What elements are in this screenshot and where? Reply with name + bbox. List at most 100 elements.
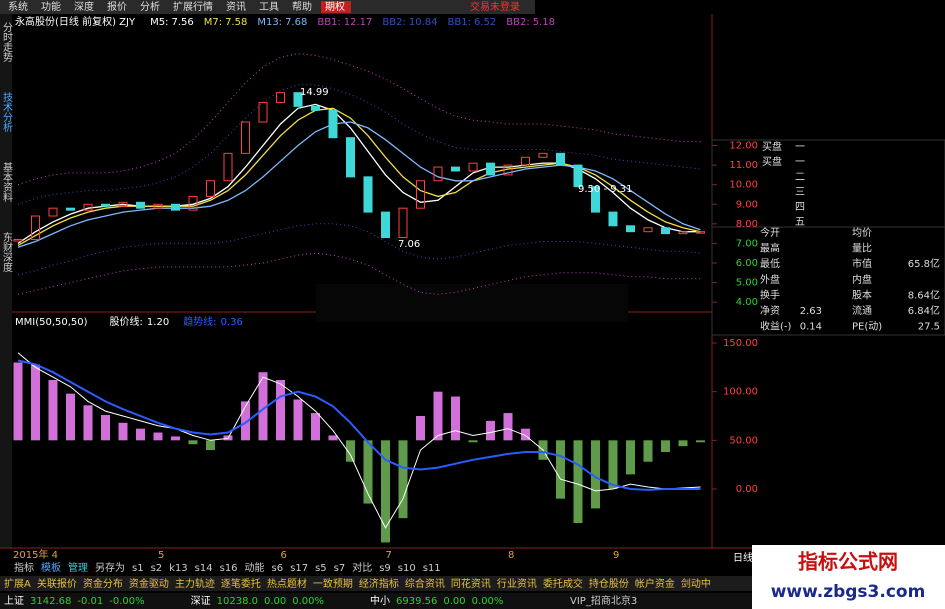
quote-label: 外盘 xyxy=(760,273,780,286)
menu-item[interactable]: 深度 xyxy=(74,0,94,13)
link[interactable]: 热点题材 xyxy=(267,577,307,590)
candle xyxy=(573,164,583,188)
histogram-bar xyxy=(66,393,75,441)
toolbar-tab[interactable]: s5 xyxy=(315,563,327,574)
link[interactable]: 资金驱动 xyxy=(129,577,169,590)
link[interactable]: 同花资讯 xyxy=(451,577,491,590)
side-tab[interactable]: 基本资料 xyxy=(1,161,13,203)
y-tick-label: 50.00 xyxy=(729,435,758,446)
candle xyxy=(451,166,460,172)
status-name: 中小 xyxy=(370,594,390,607)
toolbar-tab[interactable]: s1 xyxy=(132,563,144,574)
link[interactable]: 主力轨迹 xyxy=(175,577,215,590)
candle xyxy=(311,105,320,111)
candle xyxy=(48,207,58,217)
link[interactable]: 扩展A xyxy=(4,577,31,590)
toolbar-tab[interactable]: s11 xyxy=(423,563,441,574)
toolbar-tab[interactable]: 动能 xyxy=(245,561,265,574)
histogram-bar xyxy=(258,372,268,441)
legend-name: BB1: xyxy=(448,17,471,28)
toolbar-tab[interactable]: 对比 xyxy=(352,561,372,574)
legend-name: BB2: xyxy=(382,17,405,28)
menu-item[interactable]: 期权 xyxy=(325,0,345,13)
menu-item[interactable]: 分析 xyxy=(140,0,160,13)
link[interactable]: 资金分布 xyxy=(83,577,123,590)
histogram-bar xyxy=(416,416,425,441)
quote-label: PE(动) xyxy=(852,321,882,333)
annotation: 7.06 xyxy=(398,239,420,250)
status-pct: -0.00% xyxy=(109,596,144,607)
candle xyxy=(678,231,688,235)
toolbar-tab[interactable]: s10 xyxy=(398,563,416,574)
menu-item[interactable]: 工具 xyxy=(259,1,279,13)
link[interactable]: 综合资讯 xyxy=(405,577,445,590)
menu-item[interactable]: 系统 xyxy=(8,0,28,13)
toolbar-tab[interactable]: s17 xyxy=(290,563,308,574)
toolbar-tab[interactable]: 指标 xyxy=(14,561,34,574)
link[interactable]: 持仓股份 xyxy=(589,577,629,590)
ma-line xyxy=(17,121,701,248)
toolbar-tab[interactable]: s16 xyxy=(220,563,238,574)
toolbar-tab[interactable]: s7 xyxy=(334,563,346,574)
quote-side: 买盘 xyxy=(762,155,782,168)
side-tab[interactable]: 技术分析 xyxy=(1,91,13,133)
quote-label: 量比 xyxy=(852,243,872,255)
histogram-bar xyxy=(153,432,163,441)
menu-item[interactable]: 报价 xyxy=(107,0,127,13)
histogram-bar xyxy=(13,362,23,441)
toolbar-tab[interactable]: s9 xyxy=(379,563,391,574)
histogram-bar xyxy=(468,440,478,443)
toolbar-tab[interactable]: 模板 xyxy=(41,561,61,574)
status-price: 3142.68 xyxy=(30,596,71,607)
annotation: 9.50 - 9.31 xyxy=(578,184,633,195)
redacted-box xyxy=(316,284,628,322)
legend-value: 5.18 xyxy=(533,17,555,28)
link[interactable]: 逐笔委托 xyxy=(221,577,261,590)
histogram-bar xyxy=(573,440,583,524)
candle xyxy=(83,203,93,211)
quote-label: 市值 xyxy=(852,257,872,270)
link[interactable]: 一致预期 xyxy=(313,577,353,590)
y-tick-label: 100.00 xyxy=(723,387,758,398)
watermark-box xyxy=(752,545,945,609)
menu-item[interactable]: 资讯 xyxy=(226,1,246,13)
histogram-bar xyxy=(381,440,390,543)
link[interactable]: 行业资讯 xyxy=(497,577,537,590)
menu-item[interactable]: 扩展行情 xyxy=(173,0,213,13)
legend-value: 7.58 xyxy=(225,17,247,28)
toolbar-tab[interactable]: 另存为 xyxy=(95,561,125,574)
link[interactable]: 关联报价 xyxy=(37,577,77,590)
legend-name: 趋势线: xyxy=(183,315,216,328)
histogram-bar xyxy=(591,440,600,509)
period-tab[interactable]: 日线 xyxy=(733,551,753,564)
candle xyxy=(223,152,233,182)
histogram-bar xyxy=(626,440,635,475)
toolbar-tab[interactable]: k13 xyxy=(169,563,188,574)
x-tick-label: 9 xyxy=(613,550,619,561)
toolbar-tab[interactable]: s2 xyxy=(151,563,163,574)
watermark-title: 指标公式网 xyxy=(798,550,898,574)
toolbar-tab[interactable]: 管理 xyxy=(68,561,88,574)
candle xyxy=(503,164,513,176)
menu-item[interactable]: 帮助 xyxy=(292,0,312,13)
toolbar-tab[interactable]: s14 xyxy=(195,563,213,574)
link[interactable]: 剑动中 xyxy=(681,577,711,590)
histogram-bar xyxy=(486,420,495,441)
link[interactable]: 帐户资金 xyxy=(635,577,675,590)
quote-label: 最高 xyxy=(760,242,780,255)
links-bar xyxy=(0,576,945,591)
chart-title: 永高股份(日线 前复权) ZJY xyxy=(15,15,136,28)
candle xyxy=(171,203,180,211)
menu-item[interactable]: 功能 xyxy=(41,0,61,13)
legend-value: 1.20 xyxy=(147,317,169,328)
toolbar-tab[interactable]: s6 xyxy=(272,563,284,574)
legend-name: BB2: xyxy=(506,17,529,28)
side-tab[interactable]: 东财深度 xyxy=(1,231,13,273)
histogram-bar xyxy=(241,401,250,441)
side-tab[interactable]: 分时走势 xyxy=(1,22,13,63)
y-tick-label: 6.00 xyxy=(736,258,758,269)
link[interactable]: 经济指标 xyxy=(359,577,399,590)
legend-value: 7.68 xyxy=(285,17,307,28)
link[interactable]: 委托成交 xyxy=(543,577,583,590)
candle xyxy=(381,211,390,239)
